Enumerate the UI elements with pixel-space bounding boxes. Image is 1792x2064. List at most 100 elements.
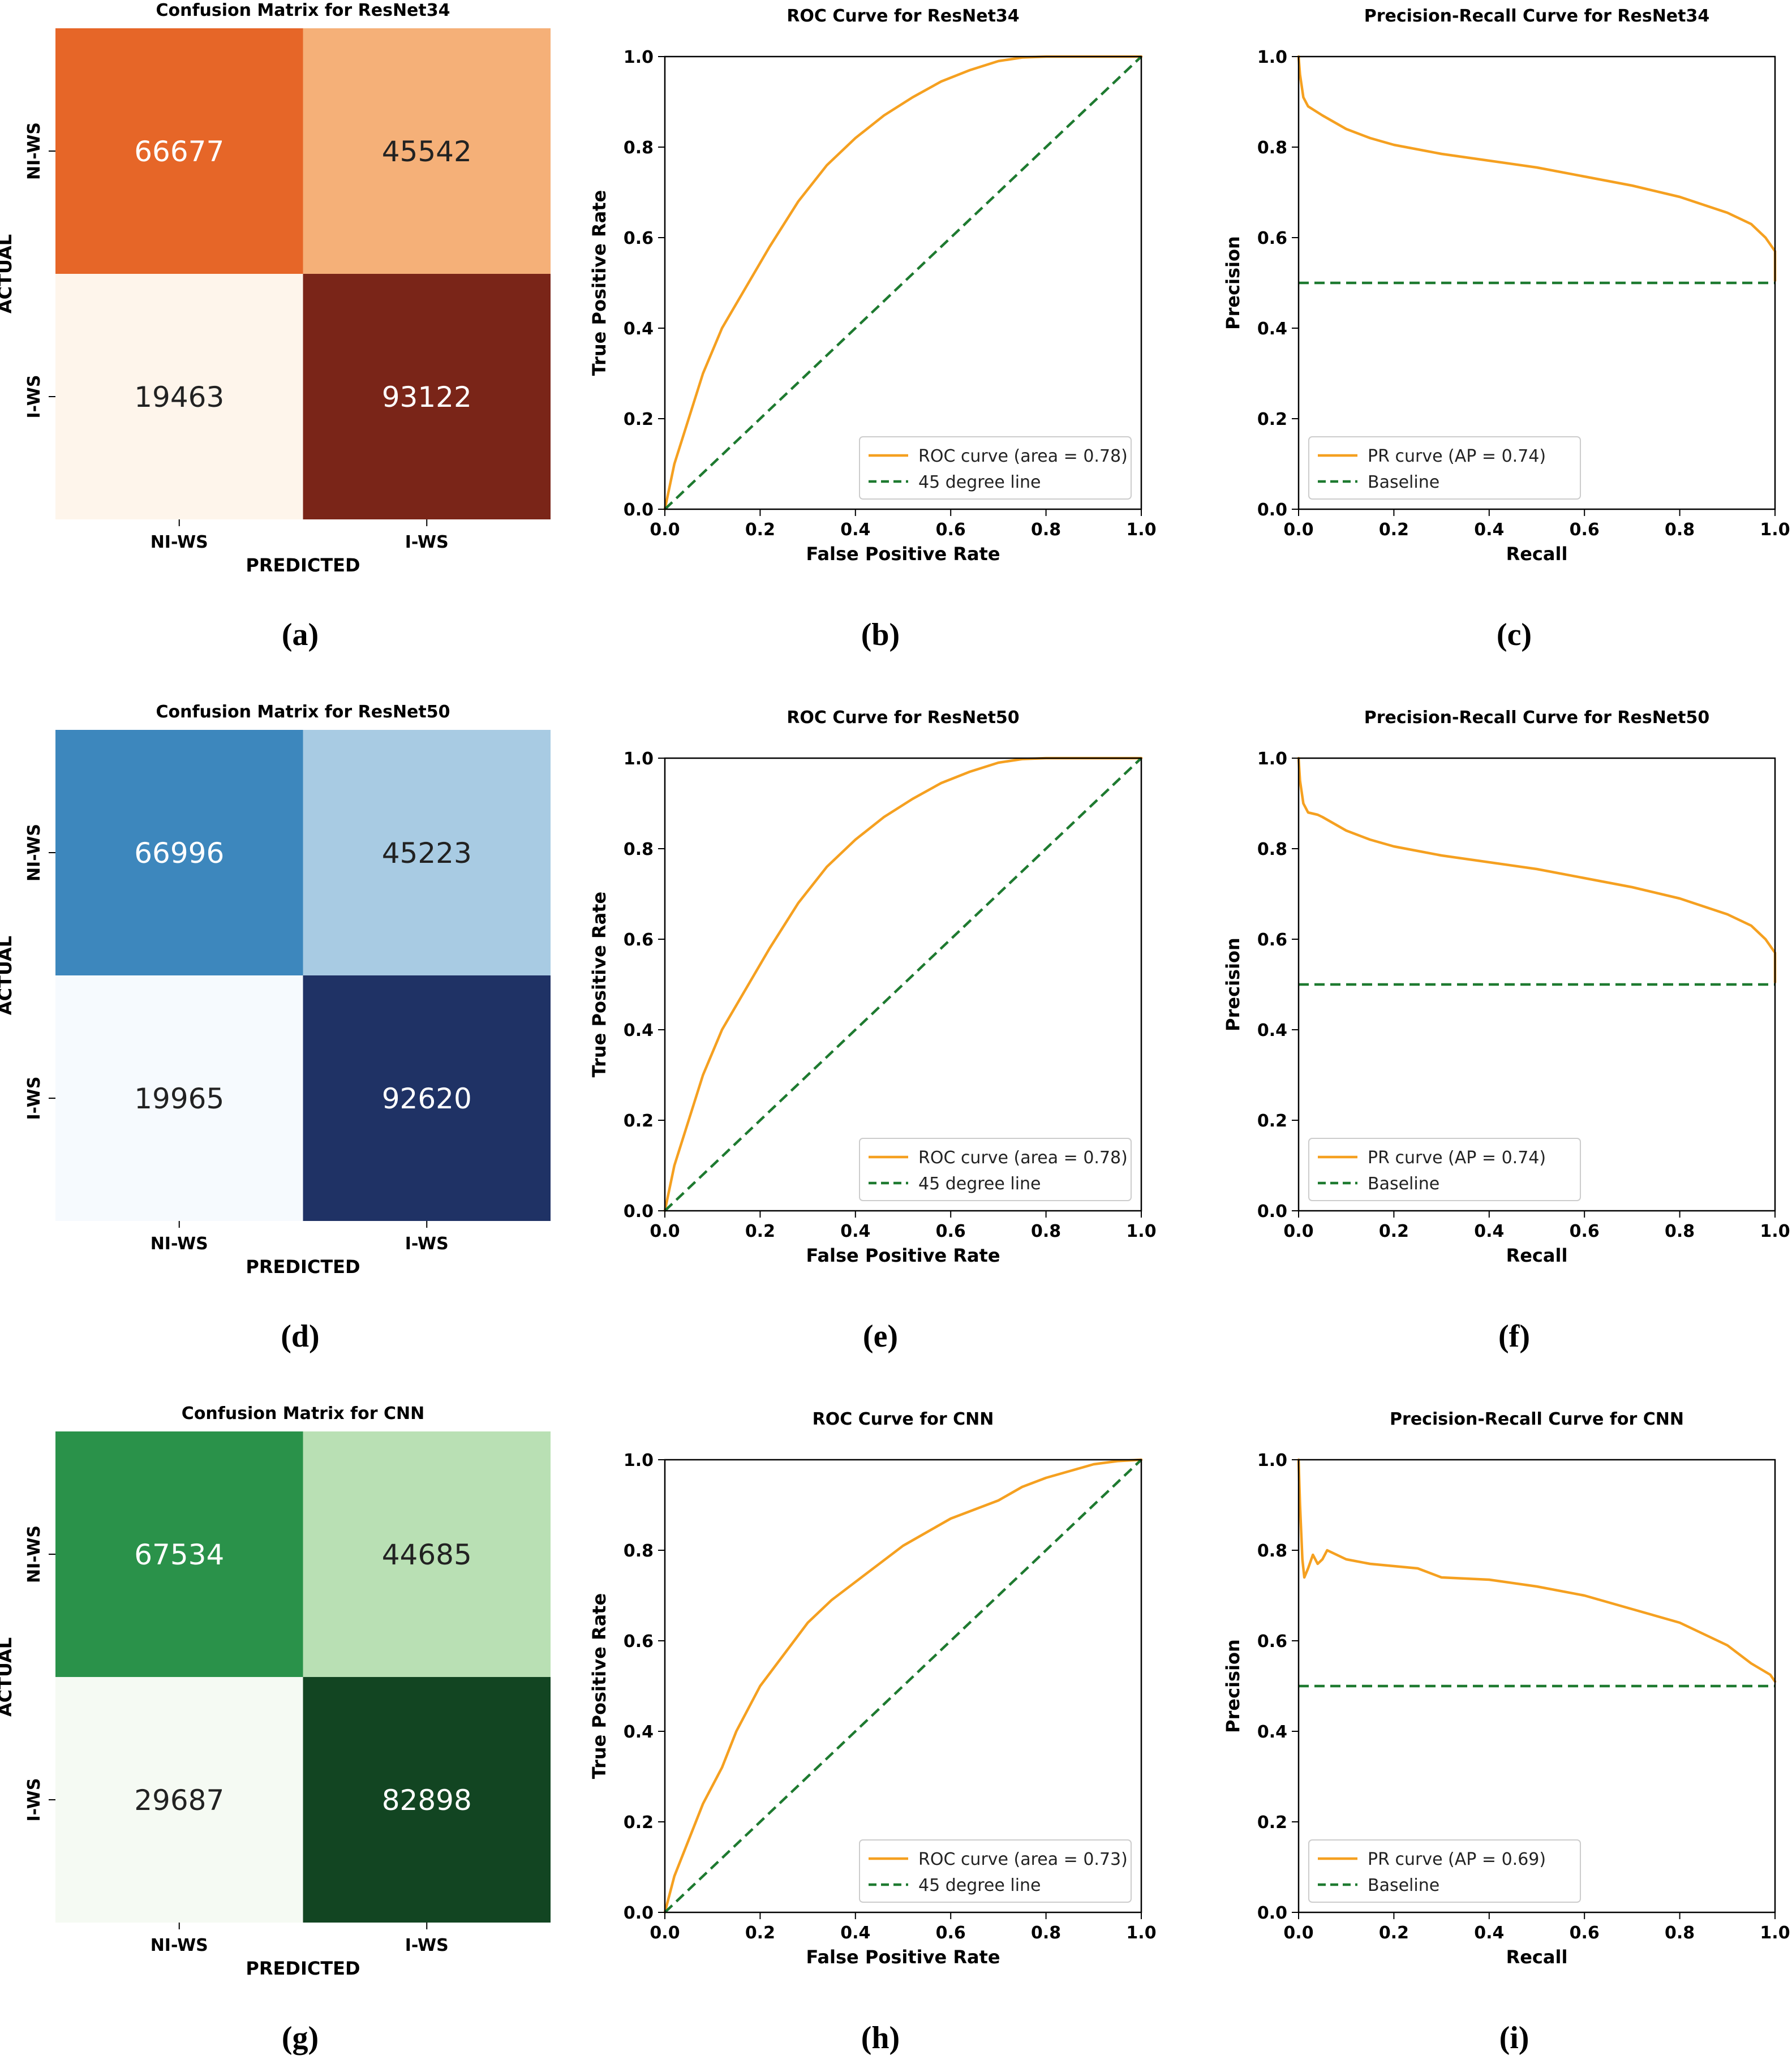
heatmap-cell-value: 29687 — [134, 1784, 224, 1817]
y-tick-label: 0.2 — [624, 1111, 654, 1131]
x-tick-label: 0.6 — [1570, 520, 1600, 540]
baseline-line — [664, 55, 1142, 510]
heatmap-cell-value: 19965 — [134, 1082, 224, 1115]
heatmap-cell-value: 66996 — [134, 837, 224, 870]
panel-label: (i) — [1499, 2020, 1529, 2056]
heatmap-cell-value: 45542 — [382, 135, 472, 168]
legend-box — [1308, 436, 1581, 500]
x-tick-label: 0.2 — [745, 520, 775, 540]
x-axis-label: Recall — [1506, 1245, 1568, 1266]
x-axis-label: False Positive Rate — [806, 1245, 1000, 1266]
heatmap-cell — [303, 1431, 551, 1677]
curve-line — [1297, 55, 1777, 282]
y-tick-label: 0.8 — [1257, 138, 1287, 158]
y-axis-label: Precision — [1222, 236, 1244, 330]
x-axis-label: False Positive Rate — [806, 543, 1000, 565]
heatmap-cell-value: 82898 — [382, 1784, 472, 1817]
legend-label: ROC curve (area = 0.78) — [918, 1148, 1128, 1168]
y-tick-label: 0.8 — [624, 138, 654, 158]
panel-label: (a) — [282, 617, 319, 652]
legend-label: PR curve (AP = 0.69) — [1368, 1850, 1546, 1869]
line-chart-panel-1: ROC Curve for ResNet34 0.0 0.2 0.4 0.6 0.8 1.0… — [588, 6, 1157, 652]
line-chart-panel-7: ROC Curve for CNN 0.0 0.2 0.4 0.6 0.8 1.0 0.0 0.… — [588, 1409, 1157, 2056]
y-tick-label: 0.8 — [1257, 1541, 1287, 1561]
y-tick-label: NI-WS — [24, 1525, 44, 1583]
legend-label: ROC curve (area = 0.78) — [918, 446, 1128, 466]
chart-title: Precision-Recall Curve for ResNet50 — [1364, 708, 1710, 728]
plot-frame — [664, 55, 1142, 510]
panel-label: (f) — [1498, 1319, 1530, 1354]
curve-line — [663, 1458, 1143, 1914]
legend-box — [859, 1839, 1132, 1903]
panel-label: (b) — [861, 617, 900, 652]
y-tick-label: 0.0 — [624, 1903, 654, 1923]
y-tick-label: 0.4 — [624, 1722, 654, 1742]
y-tick-label: 0.0 — [624, 500, 654, 520]
y-tick-label: 0.0 — [624, 1202, 654, 1222]
x-tick-label: 0.6 — [936, 1923, 966, 1943]
y-tick-label: I-WS — [24, 1778, 44, 1822]
x-tick-label: 0.2 — [745, 1923, 775, 1943]
legend-label: Baseline — [1368, 1876, 1439, 1895]
panel-label: (c) — [1497, 617, 1532, 652]
x-tick-label: 0.8 — [1031, 1923, 1061, 1943]
y-tick-label: 1.0 — [1257, 1451, 1287, 1470]
y-tick-label: 0.6 — [624, 229, 654, 248]
x-tick-label: 0.6 — [936, 1222, 966, 1241]
y-axis-label: ACTUAL — [0, 234, 16, 313]
y-tick-label: 0.8 — [624, 1541, 654, 1561]
x-tick-label: I-WS — [405, 1234, 449, 1254]
y-axis-label: ACTUAL — [0, 1637, 16, 1717]
heatmap-cell — [303, 975, 551, 1221]
x-tick-label: 0.8 — [1665, 1923, 1695, 1943]
y-tick-label: 1.0 — [624, 1451, 654, 1470]
y-tick-label: 0.8 — [624, 840, 654, 859]
y-tick-label: 0.2 — [1257, 1111, 1287, 1131]
panel-label: (d) — [281, 1319, 319, 1354]
legend-label: Baseline — [1368, 1174, 1439, 1194]
heatmap-cell — [303, 730, 551, 975]
y-tick-label: 0.6 — [1257, 229, 1287, 248]
x-tick-label: 0.2 — [745, 1222, 775, 1241]
x-tick-label: 0.8 — [1031, 1222, 1061, 1241]
legend-box — [859, 436, 1132, 500]
x-tick-label: 1.0 — [1760, 520, 1790, 540]
heatmap-cell-value: 67534 — [134, 1538, 224, 1571]
y-tick-label: 0.4 — [1257, 319, 1287, 339]
legend-box — [1308, 1138, 1581, 1201]
x-axis-label: PREDICTED — [246, 1958, 360, 1979]
y-tick-label: 1.0 — [1257, 749, 1287, 769]
y-axis-label: ACTUAL — [0, 936, 16, 1015]
heatmap-cell — [303, 28, 551, 274]
legend-label: 45 degree line — [918, 1174, 1041, 1194]
y-axis-label: Precision — [1222, 938, 1244, 1031]
x-tick-label: 0.0 — [650, 1923, 680, 1943]
y-tick-label: 1.0 — [1257, 48, 1287, 67]
curve-line — [1297, 756, 1777, 984]
y-tick-label: 0.8 — [1257, 840, 1287, 859]
curve-line — [1297, 1458, 1777, 1683]
heatmap-cell — [55, 730, 303, 975]
x-tick-label: NI-WS — [151, 532, 208, 552]
plot-frame — [1297, 55, 1776, 510]
heatmap-cell — [55, 975, 303, 1221]
y-axis-label: True Positive Rate — [588, 1593, 610, 1779]
heatmap-cell — [303, 274, 551, 519]
y-tick-label: NI-WS — [24, 122, 44, 180]
chart-title: Confusion Matrix for CNN — [182, 1404, 424, 1424]
x-tick-label: 0.6 — [1570, 1222, 1600, 1241]
heatmap-cell-value: 44685 — [382, 1538, 472, 1571]
x-tick-label: 0.4 — [1474, 1923, 1504, 1943]
x-tick-label: 0.2 — [1379, 1923, 1409, 1943]
y-tick-label: I-WS — [24, 375, 44, 419]
heatmap-cell-value: 45223 — [382, 837, 472, 870]
panel-label: (h) — [861, 2020, 900, 2056]
y-tick-label: 0.2 — [1257, 410, 1287, 429]
x-axis-label: Recall — [1506, 543, 1568, 565]
heatmap-cell-value: 66677 — [134, 135, 224, 168]
x-tick-label: 0.8 — [1665, 1222, 1695, 1241]
chart-title: Precision-Recall Curve for CNN — [1390, 1409, 1684, 1429]
